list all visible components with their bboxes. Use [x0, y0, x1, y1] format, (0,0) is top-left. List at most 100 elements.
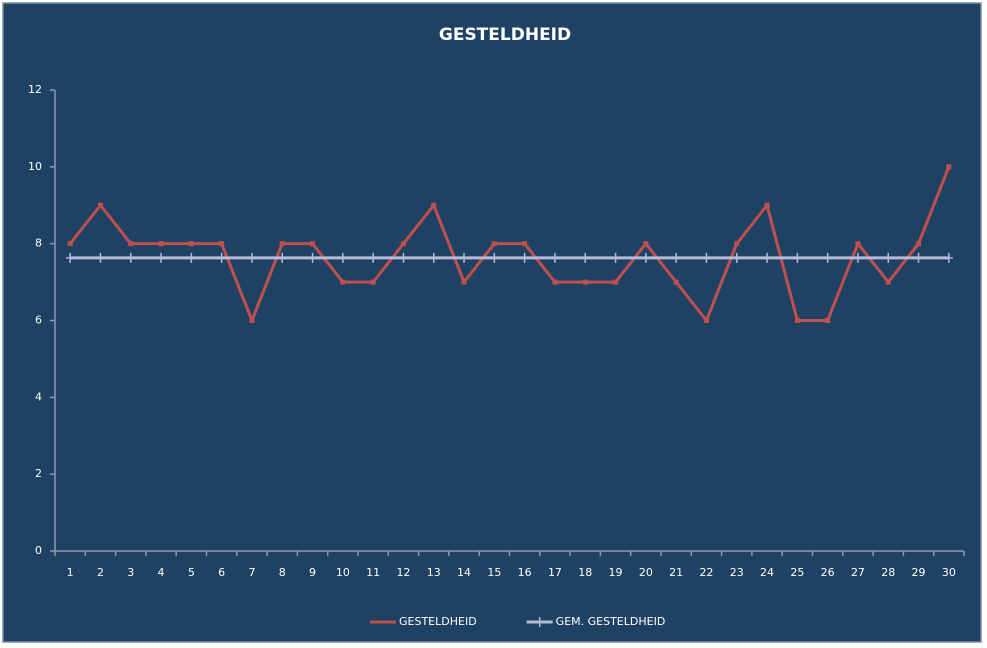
point-marker: [673, 279, 679, 285]
x-tick-label: 3: [127, 566, 134, 579]
point-marker: [219, 241, 225, 247]
point-marker: [611, 252, 620, 263]
point-marker: [794, 318, 800, 323]
point-marker: [278, 252, 287, 263]
x-tick-label: 15: [487, 566, 501, 579]
legend-label: GESTELDHEID: [399, 615, 477, 628]
point-marker: [946, 164, 952, 170]
x-tick-label: 20: [639, 566, 653, 579]
x-tick-label: 2: [97, 566, 104, 579]
point-marker: [429, 252, 438, 263]
point-marker: [126, 252, 135, 263]
point-marker: [399, 252, 408, 263]
x-tick-label: 24: [760, 566, 774, 579]
point-marker: [581, 252, 590, 263]
point-marker: [823, 252, 832, 263]
point-marker: [793, 252, 802, 263]
point-marker: [249, 318, 255, 323]
point-marker: [247, 252, 256, 263]
x-tick-label: 10: [336, 566, 350, 579]
point-marker: [582, 279, 588, 285]
point-marker: [855, 241, 861, 247]
point-marker: [97, 202, 103, 208]
point-marker: [885, 279, 891, 285]
point-marker: [853, 252, 862, 263]
point-marker: [520, 252, 529, 263]
point-marker: [702, 252, 711, 263]
x-tick-label: 6: [218, 566, 225, 579]
point-marker: [66, 252, 75, 263]
point-marker: [128, 241, 134, 247]
x-tick-label: 25: [790, 566, 804, 579]
point-marker: [96, 252, 105, 263]
point-marker: [431, 202, 437, 208]
point-marker: [370, 279, 376, 285]
legend-label: GEM. GESTELDHEID: [556, 615, 666, 628]
point-marker: [763, 252, 772, 263]
point-marker: [916, 241, 922, 247]
point-marker: [491, 241, 497, 247]
point-marker: [188, 241, 194, 247]
y-tick-label: 0: [35, 544, 42, 557]
x-tick-label: 26: [821, 566, 835, 579]
point-marker: [734, 241, 740, 247]
x-tick-label: 18: [578, 566, 592, 579]
y-tick-label: 10: [28, 160, 42, 173]
point-marker: [884, 252, 893, 263]
x-tick-label: 17: [548, 566, 562, 579]
point-marker: [158, 241, 164, 247]
y-tick-label: 8: [35, 237, 42, 250]
chart-title: GESTELDHEID: [439, 25, 571, 45]
x-tick-label: 29: [912, 566, 926, 579]
point-marker: [732, 252, 741, 263]
point-marker: [279, 241, 285, 247]
x-tick-label: 7: [248, 566, 255, 579]
point-marker: [550, 252, 559, 263]
point-marker: [187, 252, 196, 263]
x-tick-label: 19: [609, 566, 623, 579]
x-tick-label: 5: [188, 566, 195, 579]
point-marker: [369, 252, 378, 263]
series-line: [68, 166, 951, 322]
x-tick-label: 30: [942, 566, 956, 579]
x-tick-label: 8: [279, 566, 286, 579]
point-marker: [672, 252, 681, 263]
point-marker: [703, 318, 709, 323]
x-tick-label: 12: [396, 566, 410, 579]
x-tick-label: 4: [158, 566, 165, 579]
point-marker: [825, 318, 831, 323]
y-tick-label: 6: [35, 314, 42, 327]
point-marker: [613, 279, 619, 285]
point-marker: [552, 279, 558, 285]
point-marker: [643, 241, 649, 247]
y-tick-label: 12: [28, 83, 42, 96]
y-tick-label: 4: [35, 390, 42, 403]
point-marker: [490, 252, 499, 263]
point-marker: [522, 241, 528, 247]
point-marker: [217, 252, 226, 263]
point-marker: [67, 241, 73, 247]
point-marker: [338, 252, 347, 263]
point-marker: [641, 252, 650, 263]
x-tick-label: 21: [669, 566, 683, 579]
point-marker: [157, 252, 166, 263]
point-marker: [308, 252, 317, 263]
point-marker: [461, 279, 467, 285]
x-tick-label: 14: [457, 566, 471, 579]
y-tick-label: 2: [35, 467, 42, 480]
x-tick-label: 16: [518, 566, 532, 579]
x-tick-label: 11: [366, 566, 380, 579]
x-tick-label: 23: [730, 566, 744, 579]
x-tick-label: 9: [309, 566, 316, 579]
x-tick-label: 13: [427, 566, 441, 579]
point-marker: [340, 279, 346, 285]
x-tick-label: 27: [851, 566, 865, 579]
point-marker: [400, 241, 406, 247]
x-tick-label: 28: [881, 566, 895, 579]
x-tick-label: 22: [699, 566, 713, 579]
point-marker: [764, 202, 770, 208]
x-tick-label: 1: [67, 566, 74, 579]
point-marker: [460, 252, 469, 263]
